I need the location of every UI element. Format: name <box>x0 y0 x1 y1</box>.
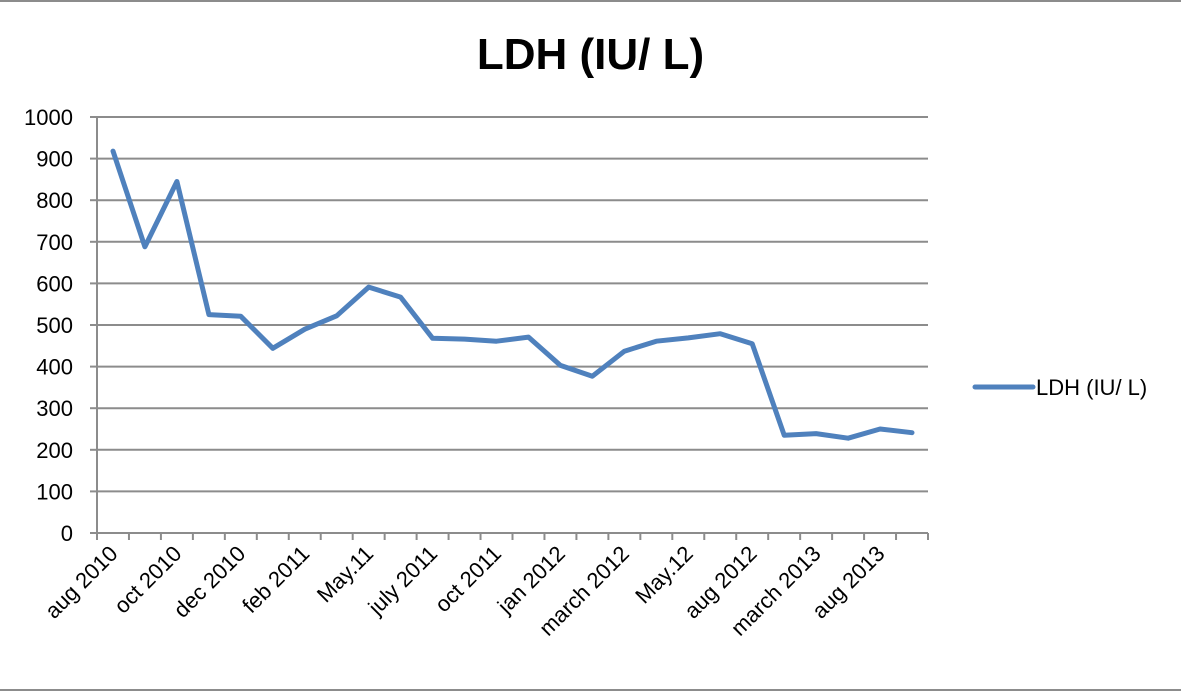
y-tick-label: 300 <box>36 396 73 421</box>
y-tick-labels: 0 100 200 300 400 500 600 700 800 900 1000 <box>24 105 73 546</box>
series-lines <box>110 148 915 441</box>
y-tick-label: 900 <box>36 147 73 172</box>
y-tick-label: 600 <box>36 271 73 296</box>
y-tick-label: 400 <box>36 355 73 380</box>
x-tick-label: july 2011 <box>363 541 443 621</box>
y-tick-label: 200 <box>36 438 73 463</box>
x-tick-label: aug 2010 <box>40 541 123 624</box>
y-tick-label: 800 <box>36 188 73 213</box>
x-tick-label: feb 2011 <box>237 541 314 618</box>
y-tick-label: 700 <box>36 230 73 255</box>
y-tick-label: 0 <box>61 521 73 546</box>
legend: LDH (IU/ L) <box>972 375 1147 400</box>
y-tick-label: 100 <box>36 479 73 504</box>
legend-label: LDH (IU/ L) <box>1036 375 1147 400</box>
chart-title: LDH (IU/ L) <box>476 30 705 79</box>
x-tick-label: oct 2011 <box>430 541 506 617</box>
gridlines <box>97 116 928 493</box>
y-tick-label: 1000 <box>24 105 73 130</box>
series-line <box>110 148 915 441</box>
axes <box>90 116 929 540</box>
y-tick-label: 500 <box>36 313 73 338</box>
